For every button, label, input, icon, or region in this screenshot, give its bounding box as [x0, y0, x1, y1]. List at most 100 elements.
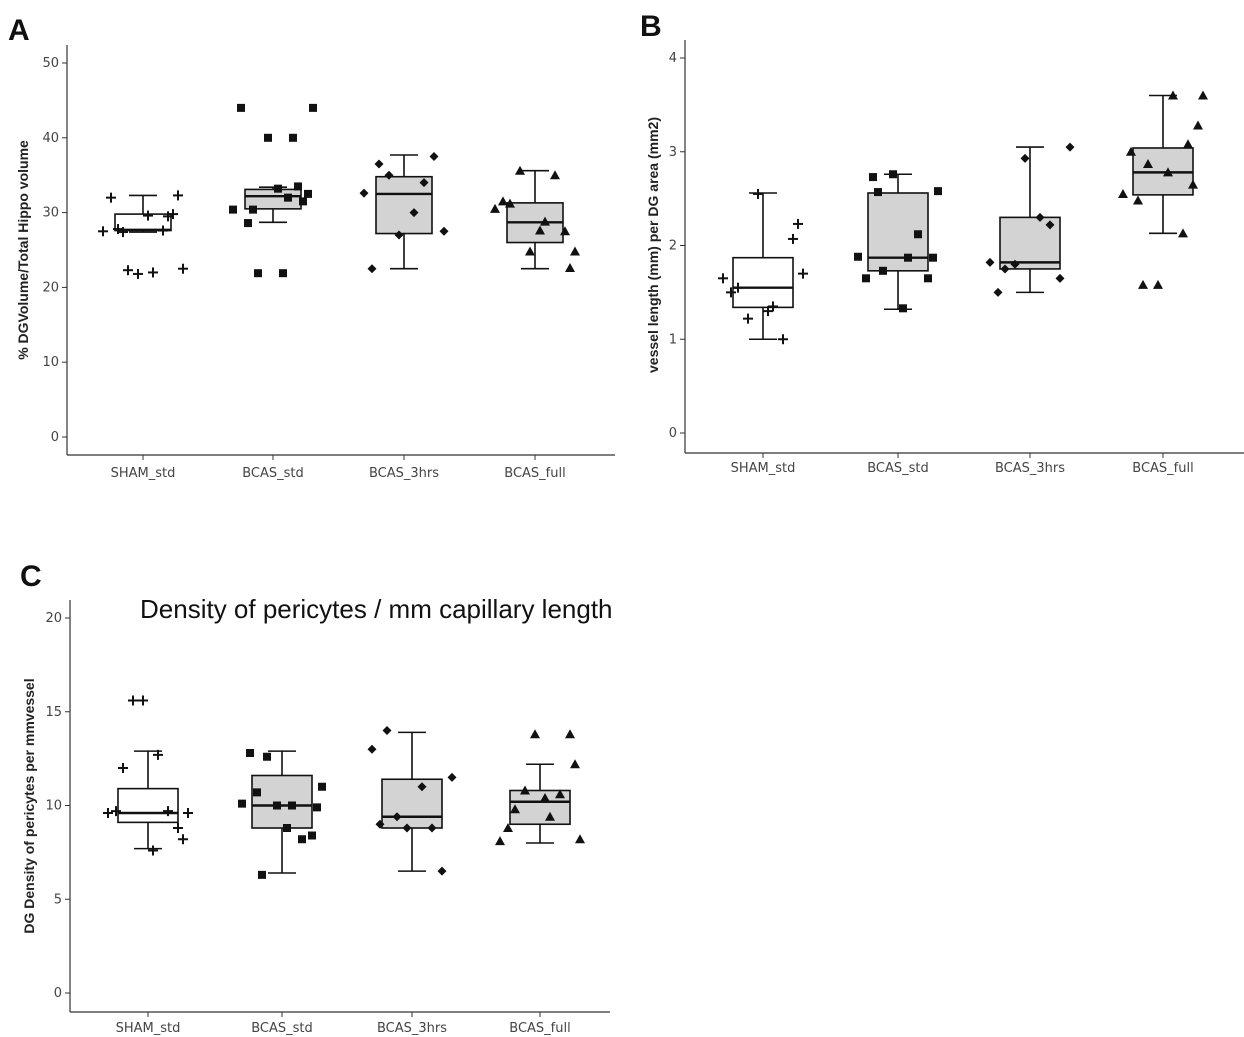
panel-b-point-0-2 [788, 233, 798, 244]
panel-c-point-3-9 [570, 759, 580, 769]
panel-a-x-tick-label-0: SHAM_std [111, 466, 176, 481]
panel-b-point-2-7 [1045, 220, 1055, 230]
panel-c-point-2-0 [367, 744, 377, 754]
panel-a-marks [98, 103, 580, 279]
panel-b-point-0-3 [743, 313, 753, 324]
panel-b-point-3-11 [1138, 279, 1148, 289]
panel-c-point-0-3 [128, 695, 138, 706]
panel-b-point-0-6 [753, 188, 763, 199]
panel-a-point-1-6 [264, 133, 272, 142]
panel-b-point-1-11 [874, 188, 882, 197]
panel-c-point-1-3 [263, 752, 271, 761]
panel-a-point-0-6 [133, 268, 143, 279]
panel-b-point-1-4 [904, 253, 912, 262]
panel-c-point-3-2 [565, 729, 575, 739]
panel-a-point-2-4 [409, 208, 419, 218]
panel-c-point-0-0 [103, 808, 113, 818]
panel-c-point-1-7 [298, 835, 306, 844]
panel-c-point-1-1 [253, 788, 261, 797]
panel-b-x-tick-label-0: SHAM_std [731, 461, 796, 476]
panel-b-point-3-8 [1126, 146, 1136, 156]
panel-a-point-3-8 [498, 196, 508, 206]
panel-b-point-1-5 [934, 187, 942, 196]
panel-a-point-1-12 [294, 182, 302, 191]
panel-a-point-0-2 [168, 209, 178, 220]
panel-b-point-3-12 [1183, 139, 1193, 149]
panel-b-point-1-3 [879, 266, 887, 275]
panel-b-point-1-6 [889, 170, 897, 179]
panel-c-point-2-7 [427, 823, 437, 833]
panel-c-point-0-10 [148, 845, 158, 856]
panel-a-point-1-4 [279, 269, 287, 278]
panel-b-point-0-8 [726, 287, 736, 298]
panel-a-y-tick-label-2: 20 [42, 280, 59, 295]
panel-a-point-0-5 [178, 263, 188, 274]
panel-b-point-3-4 [1168, 90, 1178, 100]
panel-a-x-tick-label-2: BCAS_3hrs [369, 466, 439, 481]
panel-c-point-0-2 [173, 823, 183, 833]
panel-b-point-0-10 [763, 306, 773, 317]
panel-b-point-3-3 [1143, 158, 1153, 168]
panel-c-y-axis-label: DG Density of pericytes per mmvessel [21, 678, 37, 933]
panel-b-point-3-2 [1188, 179, 1198, 189]
panel-c-point-0-8 [111, 806, 121, 817]
panel-c-point-3-6 [530, 729, 540, 739]
panel-a-point-0-11 [118, 227, 128, 238]
panel-a-point-0-7 [158, 225, 168, 236]
panel-a-point-1-7 [289, 133, 297, 142]
panel-a-point-1-10 [274, 184, 282, 193]
panel-a-point-2-1 [374, 159, 384, 169]
panel-a-point-3-4 [540, 216, 550, 226]
panel-b-point-2-4 [1035, 212, 1045, 222]
panel-b-point-1-1 [869, 173, 877, 182]
panel-b-point-2-8 [993, 287, 1003, 297]
panel-a-y-tick-label-0: 0 [51, 430, 59, 445]
panel-c-point-0-6 [138, 695, 148, 706]
panel-letter-c: C [20, 560, 42, 593]
panel-c-point-2-4 [417, 782, 427, 792]
panel-b-point-1-2 [924, 274, 932, 283]
panel-c-point-3-4 [545, 811, 555, 821]
panel-c-point-3-7 [555, 789, 565, 799]
panel-c-point-2-3 [392, 812, 402, 822]
panel-a-point-1-9 [304, 189, 312, 198]
panel-a-y-tick-label-4: 40 [42, 131, 59, 146]
panel-a-point-1-8 [237, 103, 245, 112]
panel-a-point-0-8 [106, 192, 116, 203]
panel-a-x-tick-label-3: BCAS_full [504, 466, 565, 481]
panel-c-point-1-10 [283, 824, 291, 832]
panel-b-point-3-9 [1193, 120, 1203, 130]
panel-a-y-axis-label: % DGVolume/Total Hippo volume [15, 140, 31, 360]
panel-b-point-0-0 [718, 273, 728, 284]
panel-b-axes: 0 1 2 3 4 SHAM_std BCAS_std BCAS_3hrs BCAS_full [669, 40, 1244, 476]
panel-b-x-tick-label-2: BCAS_3hrs [995, 461, 1065, 476]
panel-b-box-0 [732, 256, 794, 309]
panel-a-point-0-9 [173, 190, 183, 201]
panel-b-marks [718, 90, 1208, 345]
panel-a-point-2-5 [439, 226, 449, 236]
panel-a-point-1-11 [249, 205, 257, 214]
panel-a-point-2-7 [419, 178, 429, 188]
panel-a-point-1-2 [299, 197, 307, 206]
panel-a-point-3-5 [570, 246, 580, 256]
panel-a-y-tick-label-3: 30 [42, 206, 59, 221]
panel-b-y-tick-label-2: 2 [669, 239, 677, 254]
panel-a-point-0-10 [143, 210, 153, 221]
panel-c-y-tick-label-0: 0 [54, 986, 62, 1001]
panel-c-point-3-0 [495, 836, 505, 846]
panel-a-point-3-9 [565, 262, 575, 272]
panel-a-point-0-0 [98, 226, 108, 237]
panel-c-point-2-1 [382, 726, 392, 735]
panel-c-point-1-4 [288, 801, 296, 810]
panel-c-point-0-7 [163, 806, 173, 817]
panel-c-x-tick-label-3: BCAS_full [509, 1021, 570, 1036]
panel-c-point-2-2 [437, 866, 447, 876]
panel-c-point-2-5 [447, 772, 457, 782]
panel-b-point-2-2 [1055, 273, 1065, 283]
panel-c-title: Density of pericytes / mm capillary leng… [140, 594, 613, 624]
panel-a-point-3-6 [525, 246, 535, 256]
panel-a-point-0-4 [148, 267, 158, 278]
panel-a-point-1-13 [284, 193, 292, 202]
panel-b-x-tick-label-1: BCAS_std [867, 461, 929, 476]
panel-b-point-1-10 [899, 304, 907, 313]
